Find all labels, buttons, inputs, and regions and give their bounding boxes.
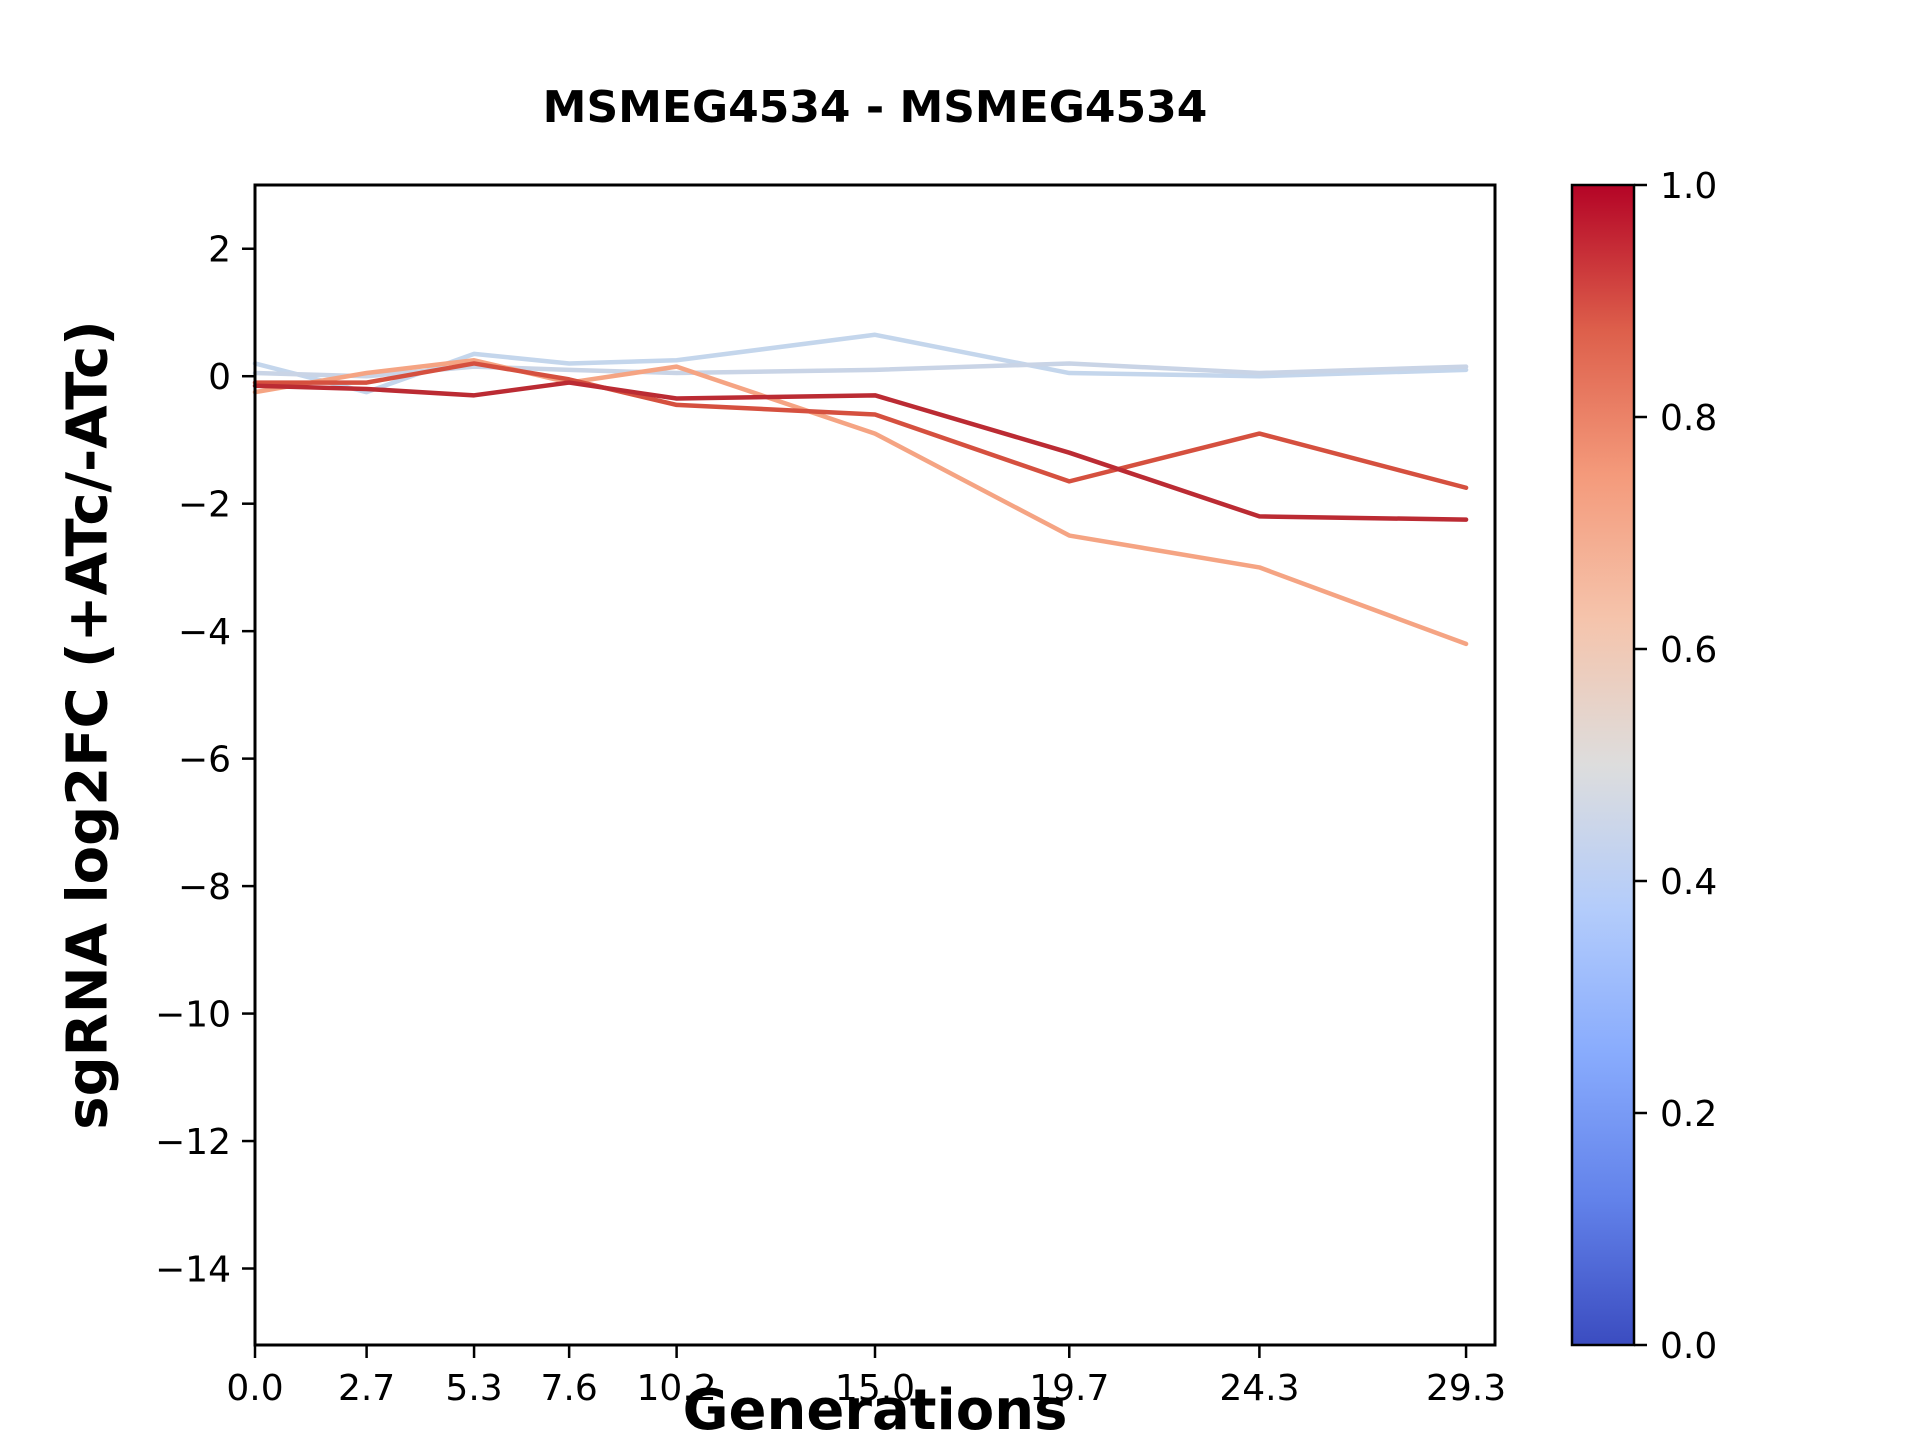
colorbar-tick-label: 0.2 [1660, 1094, 1717, 1135]
colorbar-tick-label: 0.6 [1660, 630, 1717, 671]
series-line [252, 361, 1469, 379]
y-tick-label: −8 [178, 867, 231, 908]
x-tick-label: 7.6 [541, 1368, 598, 1409]
y-tick-label: −6 [178, 740, 231, 781]
colorbar-tick-label: 0.8 [1660, 398, 1717, 439]
colorbar-tick-label: 0.0 [1660, 1326, 1717, 1367]
colorbar [1570, 183, 1636, 1347]
x-tick-label: 15.0 [835, 1368, 915, 1409]
y-tick-label: 2 [208, 230, 231, 271]
y-tick-label: −2 [178, 485, 231, 526]
y-tick-label: −14 [155, 1250, 231, 1291]
x-tick-label: 0.0 [226, 1368, 283, 1409]
colorbar-tick-label: 1.0 [1660, 166, 1717, 207]
x-tick-label: 10.2 [637, 1368, 717, 1409]
y-tick-label: −12 [155, 1122, 231, 1163]
series-line [252, 380, 1469, 522]
x-tick-label: 5.3 [445, 1368, 502, 1409]
series-line [252, 332, 1469, 395]
series-line [252, 361, 1469, 490]
y-tick-label: −10 [155, 995, 231, 1036]
chart-title: MSMEG4534 - MSMEG4534 [542, 82, 1208, 133]
y-tick-label: 0 [208, 357, 231, 398]
x-tick-label: 2.7 [338, 1368, 395, 1409]
axes-frame [253, 183, 1497, 1347]
x-tick-label: 24.3 [1219, 1368, 1299, 1409]
series-line [252, 358, 1469, 647]
x-tick-label: 29.3 [1426, 1368, 1506, 1409]
colorbar-tick-label: 0.4 [1660, 862, 1717, 903]
y-tick-label: −4 [178, 612, 231, 653]
x-axis-label: Generations [682, 1378, 1068, 1440]
x-tick-label: 19.7 [1029, 1368, 1109, 1409]
